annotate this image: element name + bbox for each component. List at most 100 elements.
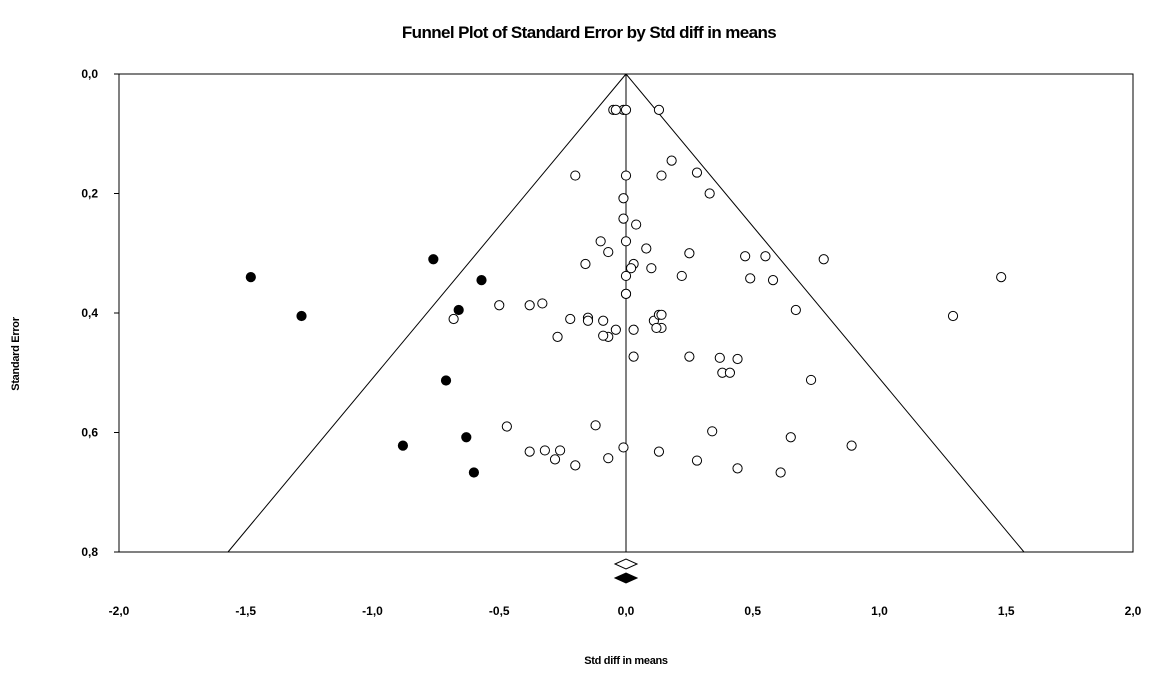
observed-study-point (646, 263, 657, 274)
plot-marks (227, 73, 1025, 584)
observed-study-point (775, 467, 786, 478)
observed-study-point (620, 104, 632, 115)
observed-study-point (620, 236, 632, 247)
adjusted-summary-diamond (613, 572, 639, 584)
observed-study-point (676, 270, 687, 282)
observed-study-point (618, 213, 629, 224)
observed-study-point (790, 304, 801, 316)
observed-study-point (580, 258, 591, 270)
x-tick-label: -0,5 (489, 604, 510, 618)
observed-study-point (570, 460, 581, 471)
y-axis-label: Standard Error (10, 316, 22, 390)
x-axis-label: Std diff in means (584, 655, 668, 667)
imputed-study-point (428, 254, 439, 265)
observed-study-point (618, 193, 629, 204)
observed-study-point (691, 455, 703, 466)
y-tick-label: 0,8 (81, 545, 98, 559)
observed-study-point (565, 313, 576, 325)
observed-study-point (666, 155, 677, 166)
x-tick-label: 0,0 (618, 604, 635, 618)
observed-study-point (651, 322, 662, 334)
observed-study-point (628, 324, 639, 335)
observed-study-point (846, 440, 857, 451)
observed-study-point (691, 167, 703, 178)
observed-study-point (552, 331, 563, 342)
observed-study-point (625, 263, 637, 274)
observed-study-point (537, 298, 548, 309)
observed-study-point (684, 351, 695, 362)
observed-study-point (714, 352, 725, 363)
observed-summary-diamond (613, 558, 639, 570)
imputed-study-point (296, 310, 307, 322)
observed-study-point (732, 353, 743, 365)
x-axis-ticks: -2,0 -1,5 -1,0 -0,5 0,0 0,5 1,0 1,5 2,0 (109, 604, 1142, 618)
observed-study-point (947, 310, 959, 322)
observed-study-point (539, 445, 550, 456)
observed-study-point (785, 432, 796, 443)
x-tick-label: 2,0 (1125, 604, 1142, 618)
observed-study-point (501, 421, 512, 432)
observed-study-point (603, 453, 614, 464)
observed-study-point (595, 236, 606, 247)
observed-study-point (598, 330, 609, 341)
observed-study-point (656, 170, 667, 181)
observed-study-point (603, 246, 614, 258)
observed-study-point (653, 104, 665, 115)
observed-study-point (732, 463, 743, 474)
observed-study-point (628, 351, 639, 362)
observed-study-point (554, 445, 566, 456)
chart-title: Funnel Plot of Standard Error by Std dif… (402, 23, 776, 42)
observed-study-point (590, 420, 601, 431)
observed-study-point (656, 309, 667, 320)
observed-study-point (818, 254, 829, 265)
observed-study-point (494, 300, 505, 311)
observed-study-point (620, 288, 632, 299)
observed-study-point (740, 251, 751, 262)
imputed-study-point (476, 275, 487, 286)
observed-study-point (684, 248, 695, 259)
observed-study-point (724, 367, 736, 378)
imputed-study-point (440, 375, 452, 386)
observed-study-point (631, 219, 642, 230)
observed-study-point (653, 446, 665, 457)
observed-study-point (760, 251, 771, 262)
x-tick-label: 0,5 (744, 604, 761, 618)
x-tick-label: 1,5 (998, 604, 1015, 618)
y-tick-label: 0,0 (81, 67, 98, 81)
observed-study-point (620, 170, 632, 181)
observed-study-point (620, 270, 632, 282)
x-tick-label: -1,5 (235, 604, 256, 618)
imputed-study-point (453, 304, 464, 316)
observed-study-point (767, 275, 779, 286)
y-tick-label: 0,6 (81, 426, 98, 440)
observed-study-point (996, 272, 1007, 283)
x-tick-label: -2,0 (109, 604, 130, 618)
funnel-right-line (625, 73, 1025, 553)
observed-study-point (582, 315, 594, 326)
observed-study-point (570, 170, 581, 181)
observed-study-point (618, 442, 629, 453)
observed-study-point (704, 188, 715, 199)
observed-study-point (598, 315, 609, 326)
imputed-study-point (397, 440, 409, 451)
observed-study-point (448, 313, 459, 325)
y-tick-label: 0,2 (81, 187, 98, 201)
observed-study-point (549, 454, 561, 465)
y-axis-ticks: 0,0 0,2 0,4 0,6 0,8 (81, 67, 119, 559)
observed-study-point (524, 446, 535, 457)
observed-study-point (707, 426, 718, 437)
observed-study-point (745, 273, 756, 284)
observed-study-point (610, 324, 621, 335)
observed-study-point (610, 104, 621, 115)
imputed-study-point (461, 432, 472, 443)
observed-study-point (524, 300, 535, 311)
x-tick-label: -1,0 (362, 604, 383, 618)
x-tick-label: 1,0 (871, 604, 888, 618)
y-tick-label: 0,4 (81, 306, 98, 320)
imputed-study-point (245, 272, 256, 283)
observed-study-point (641, 243, 652, 254)
imputed-study-point (468, 467, 479, 478)
funnel-left-line (227, 73, 627, 553)
